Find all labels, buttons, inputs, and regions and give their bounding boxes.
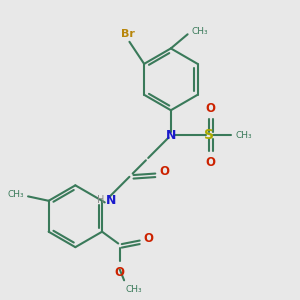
Text: N: N: [106, 194, 117, 207]
Text: CH₃: CH₃: [7, 190, 24, 200]
Text: O: O: [115, 266, 125, 280]
Text: N: N: [166, 129, 176, 142]
Text: H: H: [98, 195, 105, 205]
Text: CH₃: CH₃: [236, 131, 252, 140]
Text: O: O: [206, 102, 216, 115]
Text: Br: Br: [121, 29, 135, 39]
Text: O: O: [143, 232, 153, 245]
Text: CH₃: CH₃: [126, 285, 142, 294]
Text: CH₃: CH₃: [191, 27, 208, 36]
Text: O: O: [206, 156, 216, 169]
Text: O: O: [159, 165, 169, 178]
Text: S: S: [204, 128, 214, 142]
